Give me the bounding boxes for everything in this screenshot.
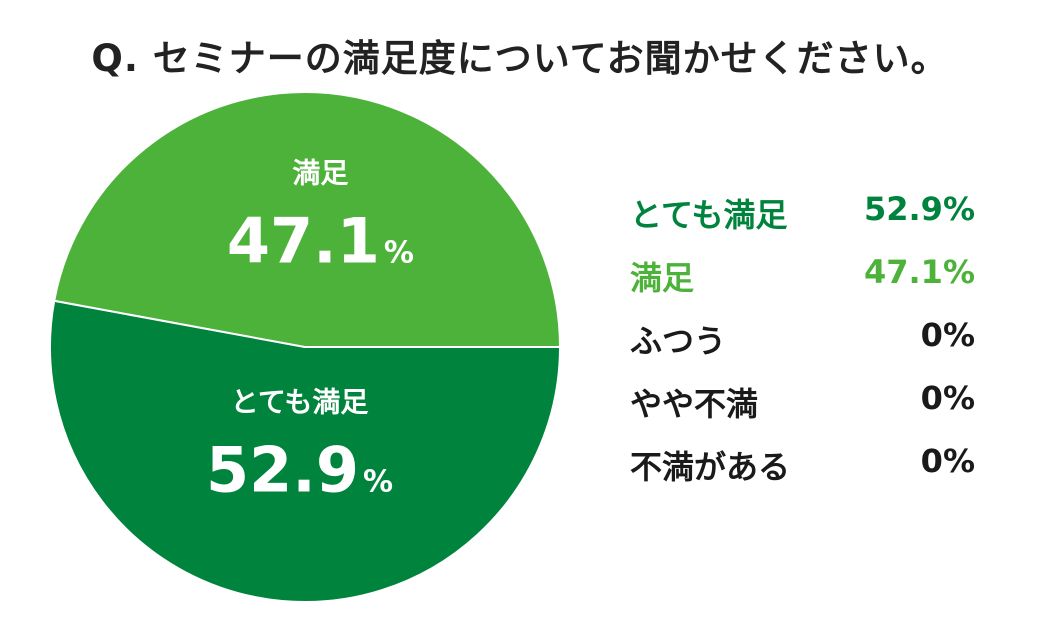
legend-item: とても満足 52.9% (630, 190, 975, 253)
legend-label: 満足 (630, 259, 695, 297)
slice-category-label: 満足 (292, 157, 348, 190)
legend-value: 47.1% (863, 253, 975, 291)
pie-slice (49, 299, 562, 603)
legend-value: 0% (920, 442, 975, 480)
pie-slice (53, 91, 562, 348)
legend-value: 0% (920, 316, 975, 354)
legend-value: 0% (920, 379, 975, 417)
legend-item: やや不満 0% (630, 379, 975, 442)
slice-category-label: とても満足 (231, 385, 369, 418)
legend-item: 不満がある 0% (630, 442, 975, 505)
legend-item: ふつう 0% (630, 316, 975, 379)
legend: とても満足 52.9% 満足 47.1% ふつう 0% やや不満 0% 不満があ… (630, 190, 975, 505)
legend-value: 52.9% (863, 190, 975, 228)
legend-label: ふつう (630, 322, 727, 360)
legend-item: 満足 47.1% (630, 253, 975, 316)
legend-label: やや不満 (630, 385, 759, 423)
chart-title: Q. セミナーの満足度についてお聞かせください。 (91, 37, 949, 80)
legend-label: 不満がある (630, 448, 791, 486)
legend-label: とても満足 (630, 196, 788, 234)
